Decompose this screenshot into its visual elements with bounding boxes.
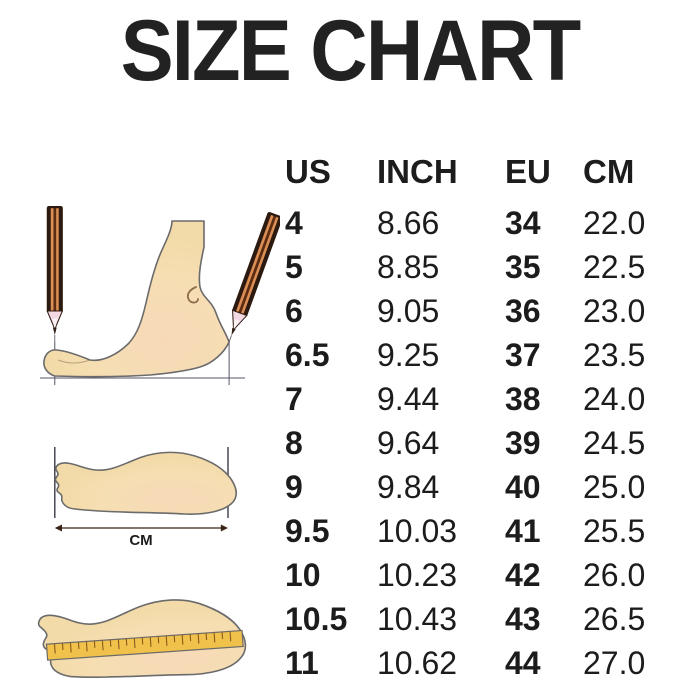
svg-text:CM: CM [129,532,152,549]
